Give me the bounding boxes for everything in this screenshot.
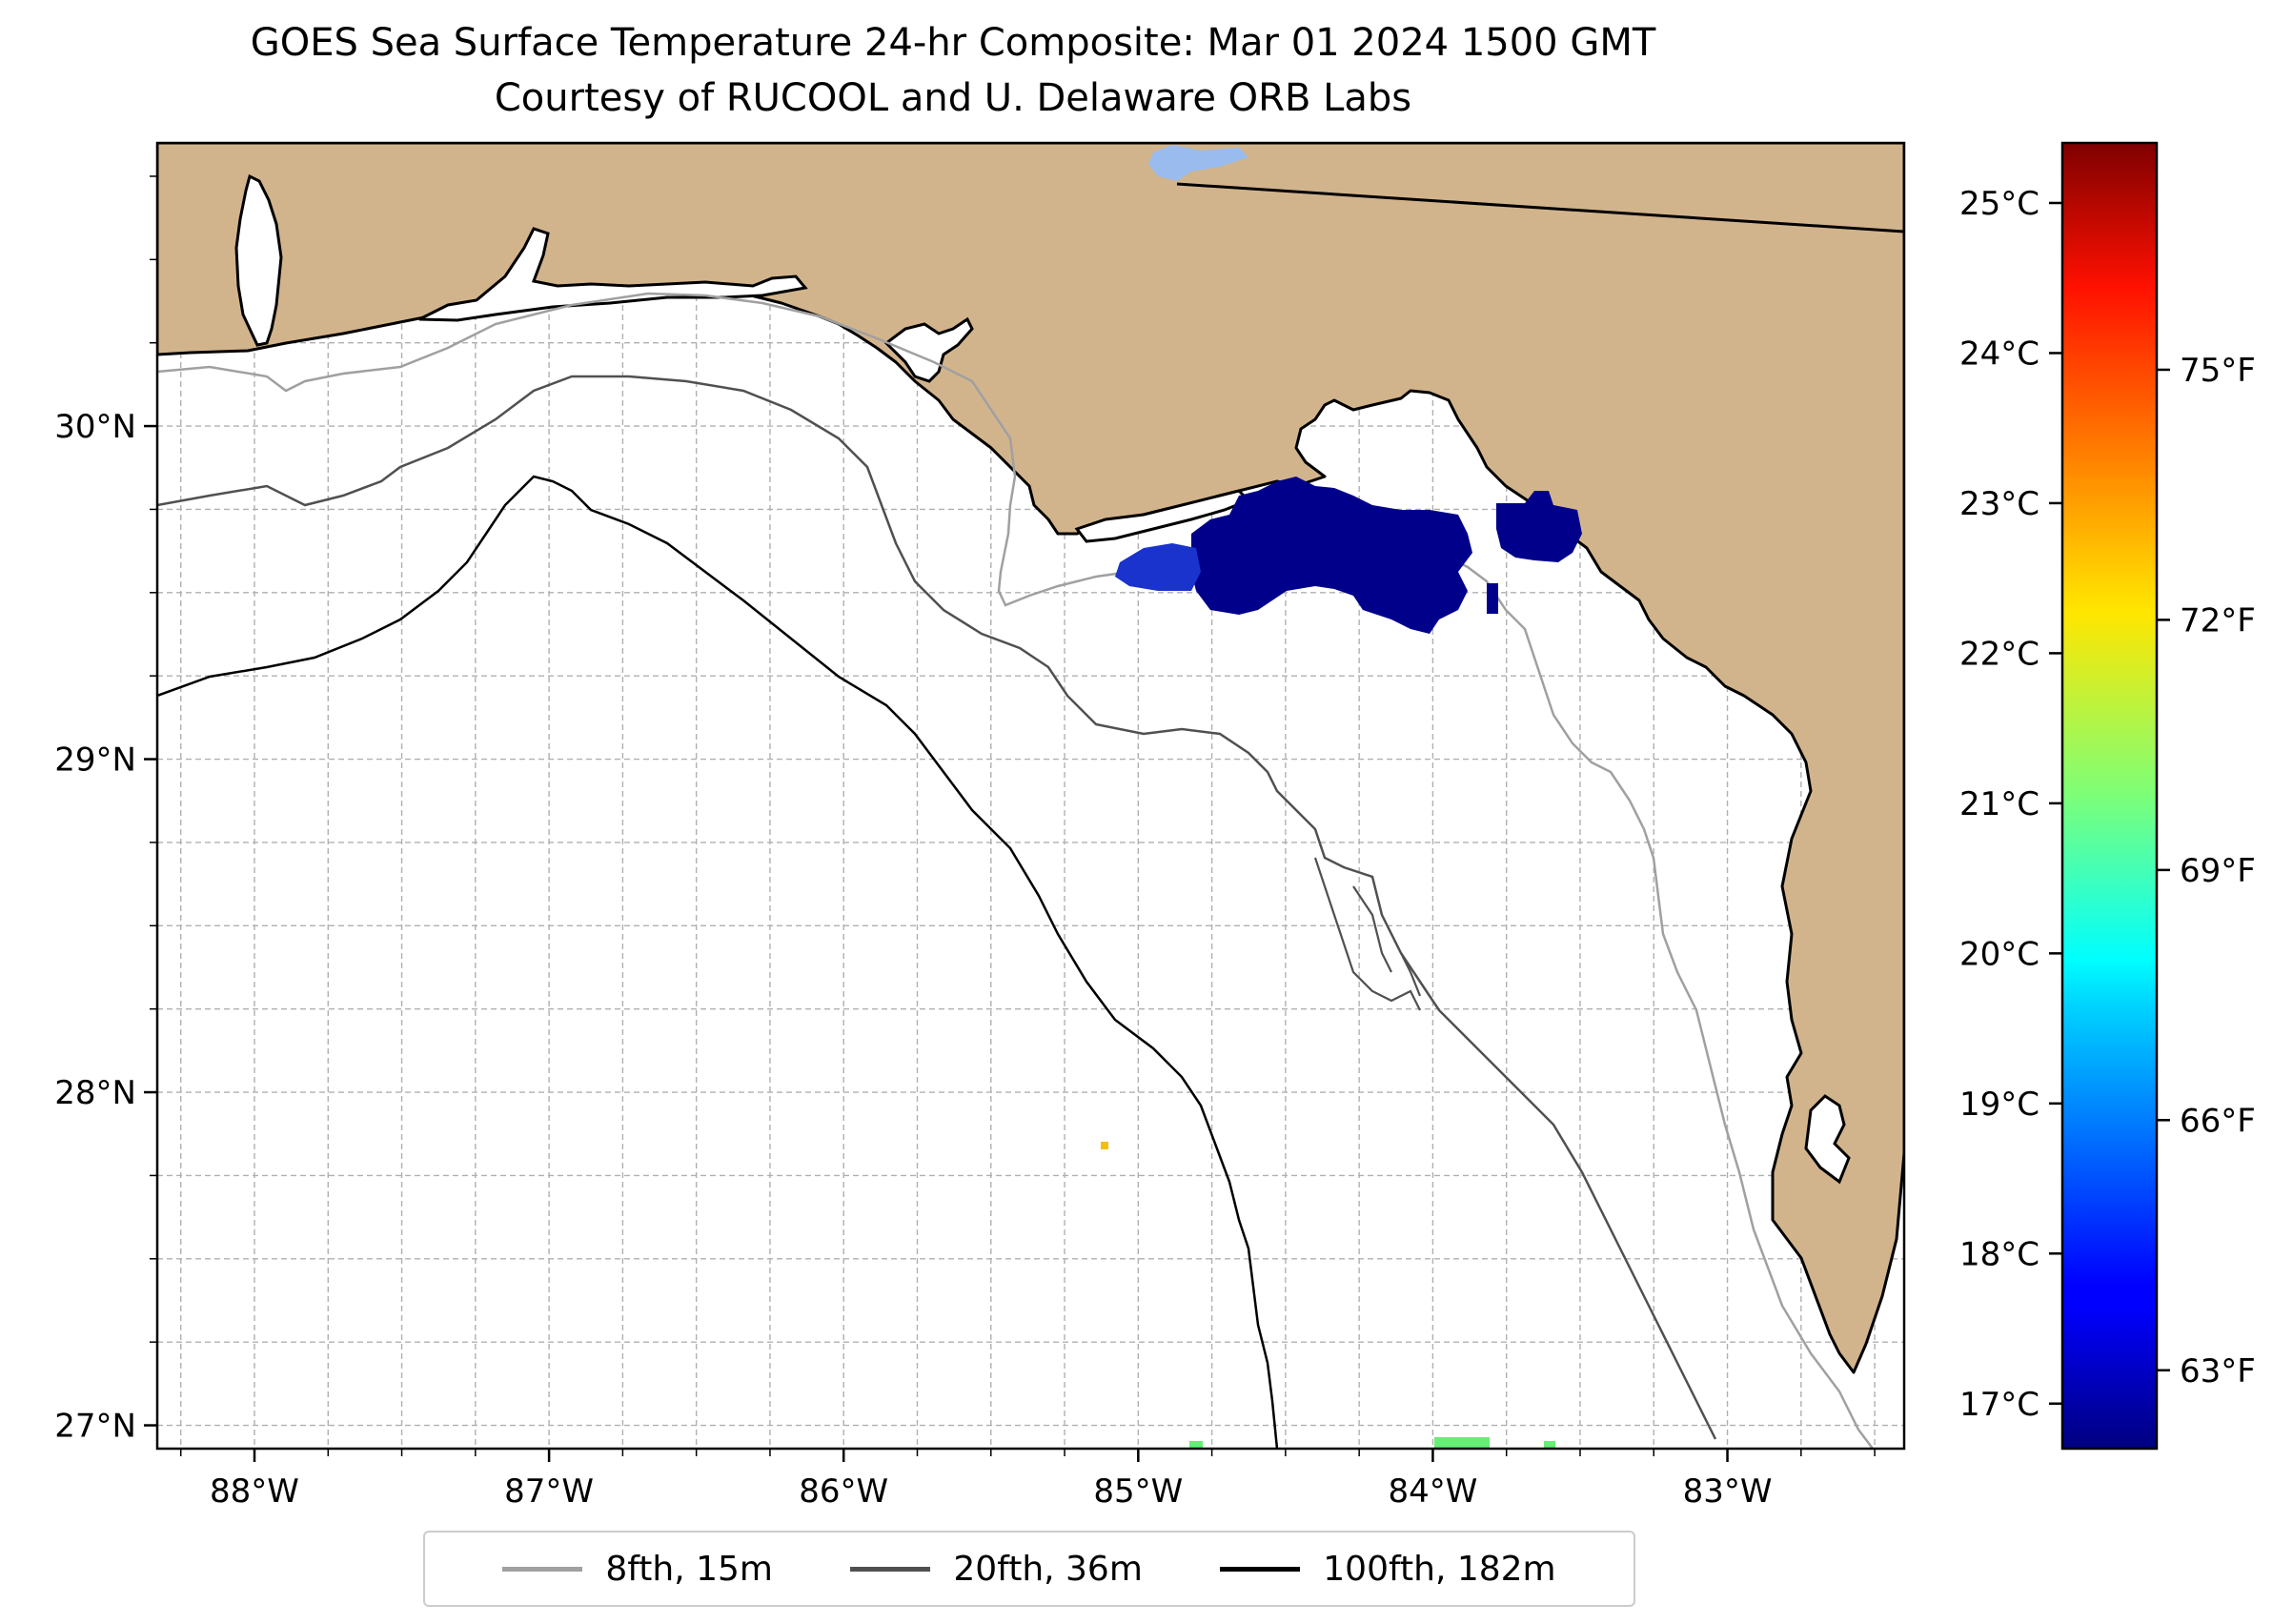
- cold-patch-apalachee: [1191, 477, 1472, 634]
- lon-tick-label: 86°W: [799, 1472, 888, 1511]
- celsius-tick-label: 25°C: [1959, 185, 2039, 223]
- celsius-tick-label: 17°C: [1959, 1386, 2039, 1424]
- lat-tick-group: 27°N 28°N 29°N 30°N: [54, 175, 157, 1446]
- celsius-tick-label: 18°C: [1959, 1235, 2039, 1273]
- celsius-tick-label: 23°C: [1959, 485, 2039, 523]
- mobile-bay: [234, 173, 283, 347]
- fahrenheit-tick-label: 75°F: [2180, 352, 2256, 390]
- legend-item-8fth: 8fth, 15m: [502, 1550, 773, 1589]
- legend-item-100fth: 100fth, 182m: [1220, 1549, 1556, 1589]
- legend-item-20fth: 20fth, 36m: [850, 1550, 1143, 1589]
- lon-tick-label: 83°W: [1683, 1472, 1773, 1511]
- legend-swatch: [1220, 1566, 1301, 1572]
- fahrenheit-tick-group: 63°F 66°F 69°F 72°F 75°F: [2157, 352, 2256, 1391]
- lon-tick-label: 85°W: [1093, 1472, 1183, 1511]
- fahrenheit-tick-label: 72°F: [2180, 601, 2256, 639]
- lon-tick-label: 87°W: [504, 1472, 594, 1511]
- blue-fringe: [1115, 543, 1201, 591]
- green-pixels-small: [1189, 1441, 1203, 1449]
- lat-tick-label: 29°N: [54, 741, 136, 780]
- celsius-tick-label: 24°C: [1959, 335, 2039, 373]
- lat-tick-label: 27°N: [54, 1408, 136, 1446]
- green-pixels-small: [1544, 1441, 1555, 1449]
- warm-pixel: [1101, 1142, 1108, 1149]
- pensacola-bay: [418, 227, 808, 322]
- cold-pixel: [1487, 583, 1498, 614]
- isobath-100fth: [157, 475, 1279, 1449]
- lon-tick-label: 84°W: [1388, 1472, 1477, 1511]
- lat-tick-label: 30°N: [54, 408, 136, 446]
- fahrenheit-tick-label: 63°F: [2180, 1352, 2256, 1391]
- lon-tick-label: 88°W: [210, 1472, 299, 1511]
- legend-swatch: [502, 1566, 583, 1572]
- green-pixels: [1434, 1437, 1490, 1449]
- st-andrew-bay: [883, 316, 974, 383]
- celsius-tick-label: 21°C: [1959, 785, 2039, 823]
- isobath-20fth-islands: [1313, 857, 1422, 1011]
- tampa-bay: [1804, 1094, 1851, 1185]
- ocklawaha-lake: [1148, 145, 1248, 181]
- legend-label: 8fth, 15m: [605, 1549, 773, 1589]
- celsius-tick-group: 17°C 18°C 19°C 20°C 21°C 22°C 23°C 24°C 25°C: [1959, 185, 2062, 1424]
- state-border: [1176, 182, 1904, 233]
- map-subtitle: Courtesy of RUCOOL and U. Delaware ORB L…: [494, 76, 1412, 120]
- isobath-20fth: [157, 375, 1717, 1440]
- lat-tick-label: 28°N: [54, 1074, 136, 1112]
- fahrenheit-tick-label: 69°F: [2180, 852, 2256, 890]
- legend-label: 20fth, 36m: [953, 1549, 1143, 1589]
- colorbar: [2060, 141, 2159, 1451]
- lon-tick-group: 88°W 87°W 86°W 85°W 84°W 83°W: [179, 1449, 1876, 1511]
- legend-swatch: [850, 1566, 931, 1572]
- cold-patch-bigbend: [1496, 491, 1582, 562]
- celsius-tick-label: 22°C: [1959, 635, 2039, 673]
- legend-label: 100fth, 182m: [1323, 1549, 1556, 1589]
- map-grid: [157, 143, 1904, 1449]
- map-frame: [155, 141, 1906, 1451]
- celsius-tick-label: 19°C: [1959, 1086, 2039, 1124]
- celsius-tick-label: 20°C: [1959, 935, 2039, 973]
- fahrenheit-tick-label: 66°F: [2180, 1102, 2256, 1140]
- map-title: GOES Sea Surface Temperature 24-hr Compo…: [250, 21, 1656, 65]
- isobath-legend: 8fth, 15m 20fth, 36m 100fth, 182m: [423, 1531, 1635, 1607]
